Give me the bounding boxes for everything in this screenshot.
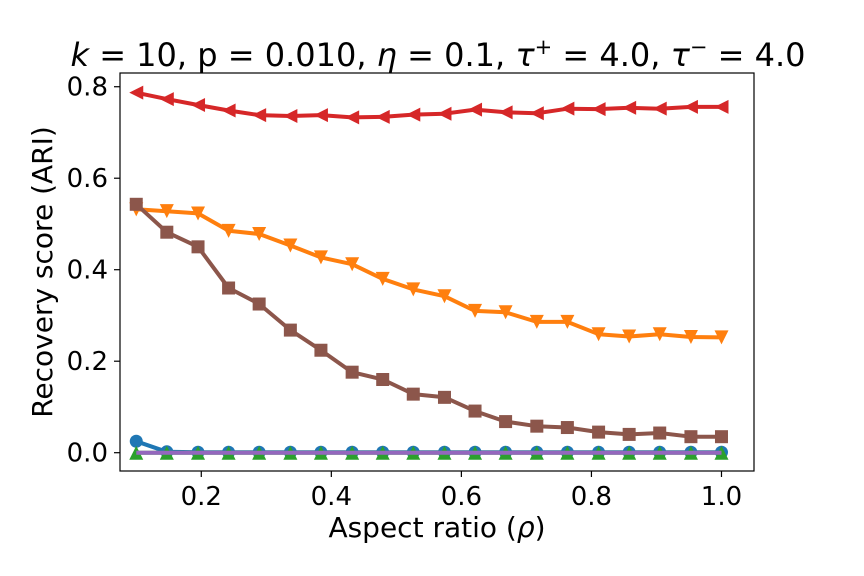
data-point — [683, 99, 698, 114]
data-point — [313, 108, 328, 123]
data-point — [129, 197, 143, 211]
data-point — [159, 92, 174, 107]
data-point — [376, 373, 390, 387]
data-point — [560, 101, 575, 116]
data-point — [221, 103, 236, 118]
data-point — [529, 106, 544, 121]
data-point — [252, 227, 267, 242]
data-point — [252, 297, 266, 311]
data-point — [283, 109, 298, 124]
series-blue — [129, 434, 728, 459]
y-tick-label: 0.6 — [67, 164, 108, 194]
data-point — [437, 289, 452, 304]
y-tick-label: 0.0 — [67, 439, 108, 469]
data-point — [652, 101, 667, 116]
x-tick-label: 0.2 — [181, 482, 222, 512]
y-tick-label: 0.8 — [67, 73, 108, 103]
data-point — [437, 106, 452, 121]
data-point — [560, 421, 574, 435]
data-point — [221, 223, 236, 238]
data-point — [191, 240, 205, 254]
data-point — [684, 430, 698, 444]
plot-area — [119, 72, 755, 472]
data-point — [498, 105, 513, 120]
data-point — [468, 303, 483, 318]
x-axis-label: Aspect ratio (ρ) — [328, 511, 545, 544]
data-point — [345, 257, 360, 272]
series-layer — [129, 85, 729, 460]
data-point — [283, 238, 298, 253]
data-point — [468, 404, 482, 418]
series-line — [134, 202, 722, 439]
data-point — [160, 225, 174, 239]
data-point — [406, 282, 421, 297]
y-axis-label: Recovery score (ARI) — [26, 126, 59, 418]
data-point — [129, 445, 144, 460]
data-point — [129, 85, 144, 100]
data-point — [345, 110, 360, 125]
data-point — [714, 330, 729, 345]
data-point — [406, 107, 421, 122]
data-point — [499, 415, 513, 429]
data-point — [529, 314, 544, 329]
x-axis: 0.2 0.4 0.6 0.8 1.0 — [181, 471, 742, 512]
data-point — [468, 102, 483, 117]
x-tick-label: 0.6 — [441, 482, 482, 512]
data-point — [714, 99, 729, 114]
data-point — [375, 271, 390, 286]
data-point — [191, 98, 206, 113]
data-point — [191, 206, 206, 221]
data-point — [313, 250, 328, 265]
y-tick-label: 0.4 — [67, 256, 108, 286]
data-point — [406, 387, 420, 401]
data-point — [653, 426, 667, 440]
data-point — [129, 434, 143, 448]
data-point — [622, 100, 637, 115]
data-point — [652, 327, 667, 342]
series-red — [129, 85, 729, 125]
data-point — [314, 343, 328, 357]
data-point — [283, 323, 297, 337]
y-axis: 0.0 0.2 0.4 0.6 0.8 — [67, 73, 120, 469]
data-point — [530, 419, 544, 433]
data-point — [683, 329, 698, 344]
chart-title: k = 10, p = 0.010, η = 0.1, τ+ = 4.0, τ−… — [70, 35, 805, 74]
x-tick-label: 0.8 — [571, 482, 612, 512]
series-brown — [129, 197, 728, 444]
data-point — [560, 314, 575, 329]
data-point — [622, 329, 637, 344]
data-point — [591, 327, 606, 342]
data-point — [437, 390, 451, 404]
data-point — [592, 425, 606, 439]
x-tick-label: 0.4 — [311, 482, 352, 512]
data-point — [159, 204, 174, 219]
data-point — [714, 430, 728, 444]
series-line — [136, 207, 722, 340]
data-point — [591, 102, 606, 117]
data-point — [498, 305, 513, 320]
x-tick-label: 1.0 — [701, 482, 742, 512]
data-point — [375, 109, 390, 124]
data-point — [622, 427, 636, 441]
data-point — [222, 281, 236, 295]
data-point — [252, 108, 267, 123]
data-point — [345, 365, 359, 379]
y-tick-label: 0.2 — [67, 347, 108, 377]
